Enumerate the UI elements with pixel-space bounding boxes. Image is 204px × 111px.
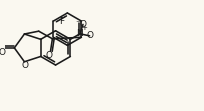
Text: O: O — [21, 61, 28, 70]
Text: +: + — [81, 25, 87, 31]
Text: O: O — [45, 51, 52, 60]
Text: O: O — [80, 20, 86, 29]
Text: O: O — [86, 31, 93, 40]
Text: O: O — [0, 48, 6, 57]
Text: ⁻: ⁻ — [75, 19, 80, 29]
Text: F: F — [59, 17, 64, 26]
Text: N: N — [76, 29, 83, 38]
